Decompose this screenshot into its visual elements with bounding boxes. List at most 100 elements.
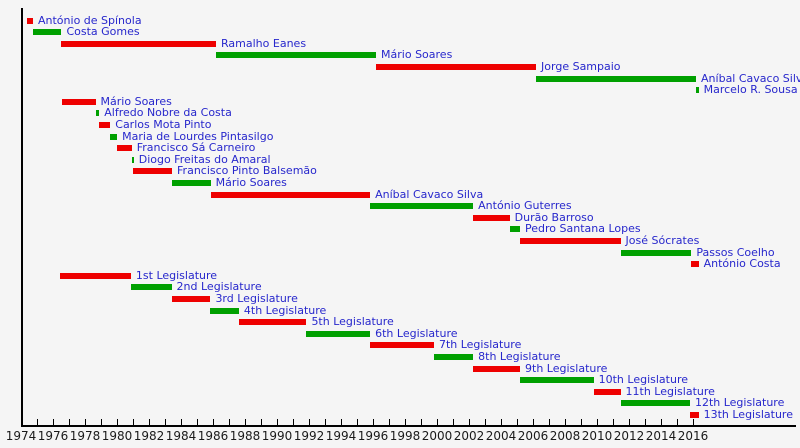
axis-tick	[229, 419, 230, 425]
y-axis	[21, 8, 23, 426]
timeline-bar-legislatures	[238, 319, 307, 326]
timeline-bar-legislatures	[59, 272, 131, 279]
axis-year-label: 2004	[485, 429, 517, 443]
axis-tick	[37, 419, 38, 425]
timeline-bar-label: Aníbal Cavaco Silva	[375, 187, 484, 201]
axis-year-label: 1982	[133, 429, 165, 443]
timeline-bar-label: Diogo Freitas do Amaral	[138, 152, 271, 166]
timeline-bar-prime_ministers	[133, 168, 173, 175]
axis-tick	[645, 419, 646, 425]
axis-year-label: 1988	[229, 429, 261, 443]
timeline-bar-presidents	[696, 87, 699, 94]
timeline-bar-prime_ministers	[520, 237, 621, 244]
axis-tick	[613, 419, 614, 425]
timeline-bar-label: Durão Barroso	[514, 210, 594, 224]
timeline-bar-label: 4th Legislature	[243, 303, 327, 317]
timeline-bar-label: Carlos Mota Pinto	[115, 117, 212, 131]
timeline-bar-presidents	[26, 17, 33, 24]
timeline-bar-label: Mário Soares	[100, 94, 172, 108]
timeline-bar-presidents	[376, 63, 537, 70]
timeline-bar-label: António Guterres	[478, 199, 572, 213]
timeline-bar-prime_ministers	[691, 261, 699, 268]
timeline-bar-label: 11th Legislature	[625, 384, 715, 398]
axis-tick	[501, 419, 502, 425]
axis-year-label: 2006	[517, 429, 549, 443]
axis-tick	[69, 419, 70, 425]
timeline-bar-label: 9th Legislature	[525, 361, 608, 375]
timeline-bar-legislatures	[210, 307, 239, 314]
axis-tick	[373, 419, 374, 425]
timeline-bar-presidents	[61, 40, 217, 47]
axis-tick	[197, 419, 198, 425]
timeline-bar-label: Passos Coelho	[696, 245, 775, 259]
axis-year-label: 2000	[421, 429, 453, 443]
axis-tick	[21, 419, 22, 425]
timeline-bar-legislatures	[370, 342, 434, 349]
axis-tick	[261, 419, 262, 425]
axis-tick	[453, 419, 454, 425]
axis-tick	[405, 419, 406, 425]
axis-tick	[101, 419, 102, 425]
axis-year-label: 1978	[69, 429, 101, 443]
timeline-bar-label: António Costa	[703, 257, 781, 271]
axis-year-label: 2010	[581, 429, 613, 443]
axis-tick	[597, 419, 598, 425]
axis-year-label: 1990	[261, 429, 293, 443]
x-axis	[21, 425, 796, 427]
timeline-bar-legislatures	[130, 284, 172, 291]
axis-year-label: 2014	[645, 429, 677, 443]
timeline-bar-prime_ministers	[370, 203, 474, 210]
timeline-bar-label: Marcelo R. Sousa	[703, 83, 798, 97]
timeline-bar-label: Francisco Sá Carneiro	[136, 141, 256, 155]
axis-tick	[533, 419, 534, 425]
timeline-bar-legislatures	[171, 295, 211, 302]
axis-year-label: 1980	[101, 429, 133, 443]
timeline-bar-prime_ministers	[61, 98, 96, 105]
timeline-bar-legislatures	[620, 400, 690, 407]
axis-year-label: 1984	[165, 429, 197, 443]
axis-tick	[213, 419, 214, 425]
axis-tick	[693, 419, 694, 425]
axis-tick	[661, 419, 662, 425]
timeline-bar-prime_ministers	[110, 133, 118, 140]
timeline-bar-prime_ministers	[473, 214, 510, 221]
timeline-bar-label: 7th Legislature	[438, 338, 522, 352]
axis-tick	[309, 419, 310, 425]
timeline-bar-prime_ministers	[95, 110, 100, 117]
timeline-bar-label: Mário Soares	[215, 175, 287, 189]
axis-tick	[341, 419, 342, 425]
timeline-bar-label: Pedro Santana Lopes	[525, 222, 641, 236]
axis-tick	[181, 419, 182, 425]
axis-tick	[53, 419, 54, 425]
timeline-bar-legislatures	[689, 411, 699, 418]
axis-tick	[629, 419, 630, 425]
axis-tick	[149, 419, 150, 425]
timeline-bar-presidents	[536, 75, 697, 82]
axis-tick	[469, 419, 470, 425]
axis-tick	[117, 419, 118, 425]
timeline-bar-label: Maria de Lourdes Pintasilgo	[122, 129, 274, 143]
timeline-bar-prime_ministers	[131, 156, 134, 163]
axis-tick	[325, 419, 326, 425]
axis-year-label: 2012	[613, 429, 645, 443]
axis-tick	[517, 419, 518, 425]
axis-tick	[437, 419, 438, 425]
timeline-bar-prime_ministers	[172, 179, 211, 186]
timeline-bar-label: António de Spínola	[38, 13, 142, 27]
timeline-bar-label: 8th Legislature	[478, 349, 561, 363]
axis-tick	[421, 419, 422, 425]
axis-year-label: 1996	[357, 429, 389, 443]
timeline-bar-legislatures	[473, 365, 521, 372]
timeline-bar-label: 12th Legislature	[694, 396, 785, 410]
axis-tick	[485, 419, 486, 425]
axis-tick	[277, 419, 278, 425]
timeline-bar-prime_ministers	[117, 145, 132, 152]
timeline-bar-prime_ministers	[509, 226, 521, 233]
timeline-bar-legislatures	[306, 330, 371, 337]
axis-tick	[165, 419, 166, 425]
timeline-bar-legislatures	[593, 388, 621, 395]
timeline-bar-label: Jorge Sampaio	[541, 59, 621, 73]
axis-tick	[133, 419, 134, 425]
axis-tick	[389, 419, 390, 425]
timeline-bar-label: José Sócrates	[625, 233, 700, 247]
